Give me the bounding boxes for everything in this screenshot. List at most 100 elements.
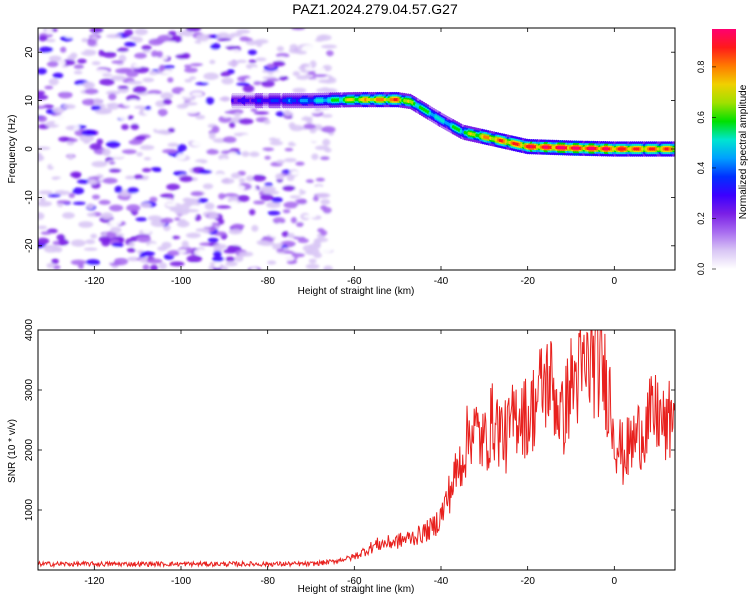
spectrogram-noise-cell	[190, 63, 204, 67]
spectrogram-noise-cell	[195, 82, 209, 86]
spectrogram-noise-cell	[264, 182, 274, 187]
spectrogram-ridge-cell	[578, 146, 582, 150]
spectrogram-ridge-cell	[668, 147, 672, 151]
spectrogram-ridge-cell	[356, 97, 360, 102]
spectrogram-noise-cell	[266, 201, 281, 209]
spectrogram-noise-cell	[278, 35, 286, 41]
spectrogram-noise-cell	[250, 137, 258, 142]
spectrogram-ridge-cell	[641, 147, 644, 151]
spectrogram-ridge-cell	[243, 98, 247, 103]
spectrogram-ridge-cell	[387, 97, 391, 102]
spectrogram-noise-cell	[248, 209, 256, 216]
spectrogram-ridge-cell	[294, 98, 297, 103]
spectrogram-noise-cell	[152, 168, 162, 173]
spectrogram-noise-cell	[237, 216, 247, 223]
spectrogram-ridge-cell	[541, 145, 545, 149]
spectrogram-ridge-cell	[646, 147, 650, 151]
spectrogram-noise-cell	[318, 79, 333, 84]
spectrogram-noise-cell	[213, 262, 221, 268]
spectrogram-noise-cell	[38, 94, 49, 101]
spectrogram-noise-cell	[297, 153, 313, 158]
spectrogram-noise-cell	[272, 71, 285, 78]
spectrogram-noise-cell	[76, 84, 85, 91]
spectrogram-noise-cell	[198, 169, 212, 174]
spectrogram-noise-cell	[127, 80, 143, 85]
spectrogram-noise-cell	[253, 200, 266, 205]
spectrogram-noise-cell	[276, 248, 285, 253]
spectrogram-ridge-cell	[315, 98, 319, 103]
spectrogram-noise-cell	[208, 132, 216, 140]
spectrogram-ridge-cell	[292, 98, 295, 103]
spectrogram-noise-cell	[213, 143, 229, 151]
spectrogram-noise-cell	[128, 99, 140, 106]
spectrogram-noise-cell	[62, 104, 76, 110]
spectrogram-noise-cell	[262, 147, 275, 152]
spectrogram-noise-cell	[68, 119, 85, 125]
spectrogram-noise-cell	[43, 245, 58, 249]
spectrogram-noise-cell	[320, 246, 333, 253]
spectrogram-noise-cell	[225, 261, 238, 267]
spectrogram-noise-cell	[314, 184, 324, 188]
spectrogram-ridge-cell	[574, 146, 578, 150]
spectrogram-noise-cell	[171, 35, 183, 40]
spectrogram-noise-cell	[66, 209, 82, 213]
spectrogram-y-tick-label: 0	[24, 146, 35, 152]
spectrogram-noise-cell	[229, 48, 242, 57]
spectrogram-noise-cell	[236, 59, 247, 63]
spectrogram-noise-cell	[80, 49, 97, 56]
spectrogram-ridge-cell	[331, 98, 334, 102]
spectrogram-x-tick-label: -80	[260, 276, 275, 287]
spectrogram-noise-cell	[241, 134, 254, 140]
spectrogram-noise-cell	[86, 203, 95, 210]
spectrogram-noise-cell	[236, 29, 251, 34]
spectrogram-ridge-cell	[594, 146, 598, 151]
spectrogram-noise-cell	[271, 197, 283, 203]
spectrogram-noise-cell	[155, 125, 167, 131]
spectrogram-noise-cell	[126, 247, 136, 253]
spectrogram-ridge-cell	[239, 98, 243, 103]
spectrogram-noise-cell	[85, 169, 93, 176]
spectrogram-noise-cell	[70, 259, 87, 266]
spectrogram-noise-cell	[288, 48, 302, 54]
spectrogram-noise-cell	[109, 218, 122, 226]
spectrogram-ridge-cell	[389, 97, 393, 102]
spectrogram-noise-cell	[134, 28, 148, 36]
spectrogram-ridge-cell	[372, 97, 375, 102]
spectrogram-ridge-cell	[549, 145, 553, 150]
spectrogram-noise-cell	[148, 38, 164, 46]
spectrogram-noise-cell	[317, 132, 329, 136]
spectrogram-noise-cell	[293, 188, 300, 196]
spectrogram-noise-cell	[187, 161, 203, 166]
spectrogram-noise-cell	[276, 159, 285, 165]
spectrogram-ridge-cell	[247, 98, 251, 103]
spectrogram-noise-cell	[207, 237, 219, 243]
spectrogram-noise-cell	[283, 201, 299, 209]
spectrogram-noise-cell	[328, 83, 336, 88]
spectrogram-noise-cell	[73, 64, 84, 70]
spectrogram-noise-cell	[110, 75, 127, 81]
spectrogram-noise-cell	[62, 266, 73, 270]
spectrogram-noise-cell	[77, 58, 87, 64]
spectrogram-noise-cell	[234, 255, 244, 262]
spectrogram-noise-cell	[54, 120, 69, 126]
spectrogram-noise-cell	[162, 148, 178, 154]
spectrogram-noise-cell	[320, 199, 331, 205]
spectrogram-noise-cell	[228, 228, 243, 235]
spectrogram-x-tick-label: -20	[520, 276, 535, 287]
spectrogram-noise-cell	[179, 175, 194, 183]
spectrogram-noise-cell	[171, 235, 181, 240]
spectrogram-noise-cell	[174, 45, 182, 50]
spectrogram-noise-cell	[46, 216, 60, 221]
spectrogram-noise-cell	[209, 59, 216, 65]
spectrogram-noise-cell	[57, 91, 73, 99]
spectrogram-noise-cell	[267, 260, 277, 265]
spectrogram-ridge-cell	[377, 97, 381, 102]
spectrogram-ridge-cell	[348, 98, 352, 102]
spectrogram-noise-cell	[81, 37, 89, 43]
spectrogram-noise-cell	[216, 205, 232, 209]
spectrogram-noise-cell	[288, 122, 296, 129]
spectrogram-noise-cell	[301, 185, 313, 192]
spectrogram-noise-cell	[167, 77, 174, 83]
spectrogram-noise-cell	[78, 221, 94, 228]
spectrogram-noise-cell	[70, 171, 82, 178]
